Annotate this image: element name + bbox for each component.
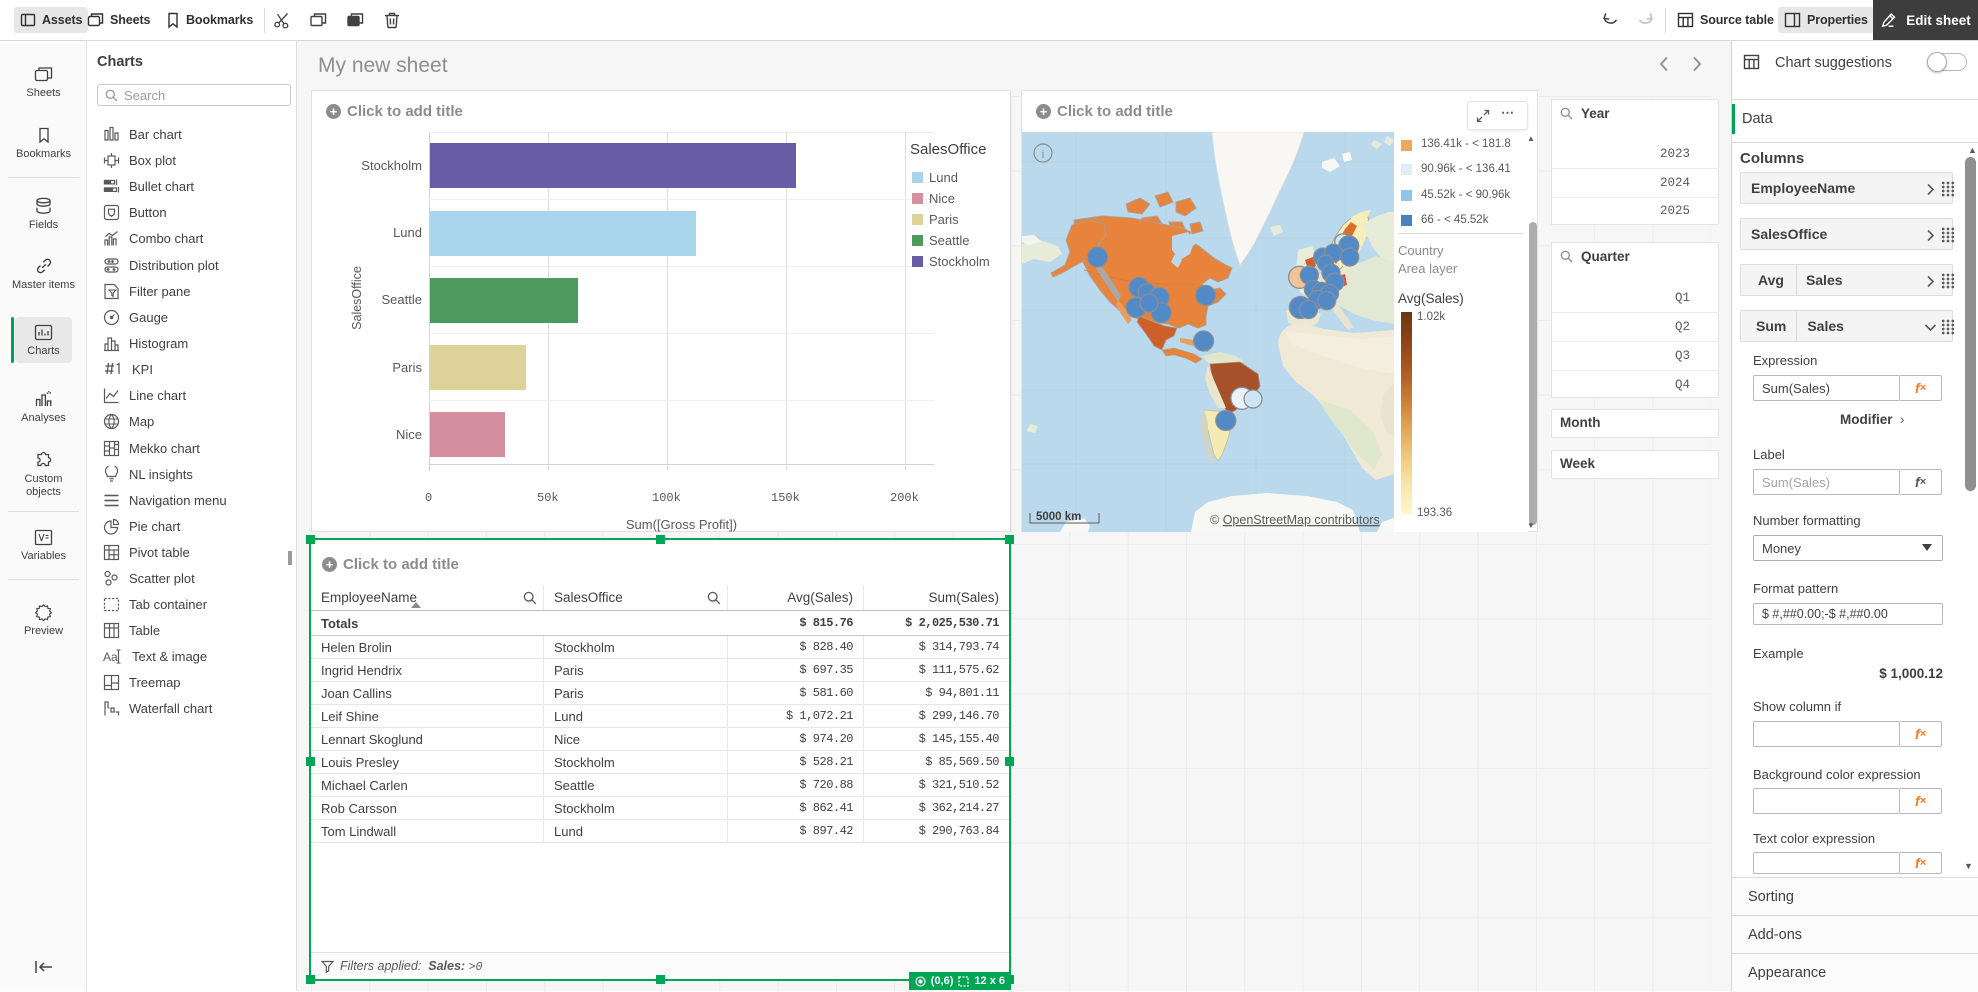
- svg-text:Aa: Aa: [103, 650, 118, 664]
- svg-text:© OpenStreetMap contributors: © OpenStreetMap contributors: [1210, 513, 1380, 527]
- svg-text:5000 km: 5000 km: [1036, 511, 1081, 523]
